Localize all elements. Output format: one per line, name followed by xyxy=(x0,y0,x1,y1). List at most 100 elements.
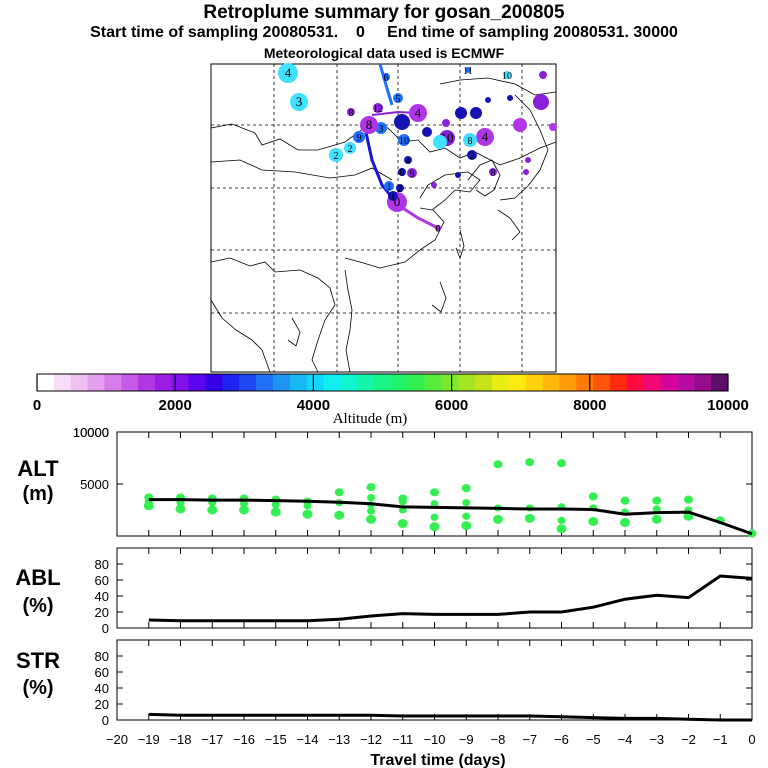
marker-label: 6 xyxy=(384,73,389,84)
colorbar-swatch xyxy=(441,374,459,391)
map-marker xyxy=(539,71,547,79)
scatter-point xyxy=(334,510,345,520)
colorbar-tick-label: 4000 xyxy=(297,397,330,414)
x-tick-label: −3 xyxy=(649,732,664,747)
marker-label: 12 xyxy=(373,104,383,115)
map-marker: 3 xyxy=(290,93,308,111)
map-marker xyxy=(513,118,527,132)
colorbar-swatch xyxy=(525,374,544,391)
colorbar-swatch xyxy=(475,374,493,391)
y-tick-label: 10000 xyxy=(73,425,109,440)
track-upper xyxy=(378,63,394,106)
map-marker: 8 xyxy=(489,168,497,179)
colorbar-swatch xyxy=(542,374,560,391)
scatter-point xyxy=(493,514,503,524)
scatter-point xyxy=(334,488,344,497)
colorbar-swatch xyxy=(154,374,173,391)
colorbar-swatch xyxy=(508,374,527,391)
scatter-point xyxy=(524,513,535,523)
scatter-point xyxy=(367,493,375,502)
panel-label: STR xyxy=(16,648,60,673)
marker-label: 8 xyxy=(491,168,496,179)
colorbar-swatch xyxy=(340,374,358,391)
marker-label: 4 xyxy=(406,156,411,167)
scatter-point xyxy=(651,514,662,524)
colorbar-swatch xyxy=(121,374,139,391)
panel-unit: (m) xyxy=(22,483,53,505)
y-tick-label: 40 xyxy=(95,681,109,696)
x-tick-label: −11 xyxy=(392,732,413,747)
y-tick-label: 60 xyxy=(95,573,109,588)
colorbar-swatch xyxy=(37,374,55,391)
altitude-colorbar: 0 2000 4000 6000 8000 10000 xyxy=(33,373,749,414)
map-marker: 8 xyxy=(398,168,406,179)
scatter-point xyxy=(239,505,249,515)
x-tick-label: −10 xyxy=(423,732,445,747)
map-marker xyxy=(523,169,529,175)
x-tick-label: −19 xyxy=(138,732,160,747)
map-marker: 1 xyxy=(384,181,394,193)
x-axis: −20 −19 −18 −17 −16 −15 −14 −13 −12 −11 −10 −9 −8 −7−… xyxy=(106,732,756,768)
panel-unit: (%) xyxy=(22,677,53,699)
marker-label: 8 xyxy=(366,117,373,132)
colorbar-swatch xyxy=(138,374,156,391)
map-marker xyxy=(455,172,461,178)
map-marker xyxy=(470,107,482,119)
x-tick-label: −17 xyxy=(201,732,223,747)
x-tick-label: −6 xyxy=(554,732,569,747)
marker-label: 1 xyxy=(391,192,396,203)
colorbar-swatch xyxy=(492,374,510,391)
colorbar-swatch xyxy=(610,374,628,391)
colorbar-swatch xyxy=(104,374,122,391)
y-tick-label: 0 xyxy=(102,713,109,728)
colorbar-swatch xyxy=(306,374,325,391)
map-marker xyxy=(442,119,450,127)
scatter-point xyxy=(271,501,280,509)
map-marker: 9 xyxy=(353,131,365,144)
y-tick-label: 10000 xyxy=(73,425,109,440)
y-tick-label: 20 xyxy=(95,697,109,712)
map-marker: 8 xyxy=(463,133,477,147)
marker-label: 1 xyxy=(387,182,392,193)
scatter-point xyxy=(493,460,503,469)
colorbar-swatch xyxy=(87,374,105,391)
map-frame xyxy=(210,63,557,373)
x-tick-label: −4 xyxy=(618,732,633,747)
scatter-point xyxy=(430,513,439,521)
scatter-point xyxy=(240,500,248,508)
scatter-point xyxy=(143,501,154,511)
colorbar-tick-label: 6000 xyxy=(435,397,468,414)
map-marker xyxy=(394,114,410,130)
colorbar-swatch xyxy=(660,374,678,391)
scatter-point xyxy=(270,507,281,517)
scatter-point xyxy=(462,499,471,507)
marker-label: 4 xyxy=(415,105,422,120)
x-tick-label: −5 xyxy=(586,732,601,747)
colorbar-swatch xyxy=(205,374,223,391)
marker-label: 3 xyxy=(296,94,303,109)
scatter-point xyxy=(462,512,471,520)
map-marker xyxy=(433,135,447,149)
panel-label: ALT xyxy=(17,456,59,481)
y-tick-label: 0 xyxy=(102,621,109,636)
time-series-panels: ALT(m) 50001000010000ABL(%)020406080STR(%… xyxy=(15,425,757,768)
x-tick-label: −7 xyxy=(522,732,537,747)
scatter-point xyxy=(429,522,440,532)
x-tick-label: 0 xyxy=(748,732,755,747)
map-marker xyxy=(422,127,432,137)
coastlines xyxy=(210,77,557,373)
scatter-point xyxy=(588,492,598,501)
marker-label: 2 xyxy=(334,151,339,162)
map-marker: 5 xyxy=(393,93,403,105)
colorbar-swatch xyxy=(171,374,190,391)
panel-frame xyxy=(116,547,753,629)
map-marker: 6 xyxy=(382,73,390,84)
colorbar-swatch xyxy=(559,374,577,391)
scatter-point xyxy=(684,495,693,504)
map-marker: 2 xyxy=(396,184,404,195)
colorbar-swatch xyxy=(53,374,72,391)
colorbar-swatch xyxy=(222,374,240,391)
